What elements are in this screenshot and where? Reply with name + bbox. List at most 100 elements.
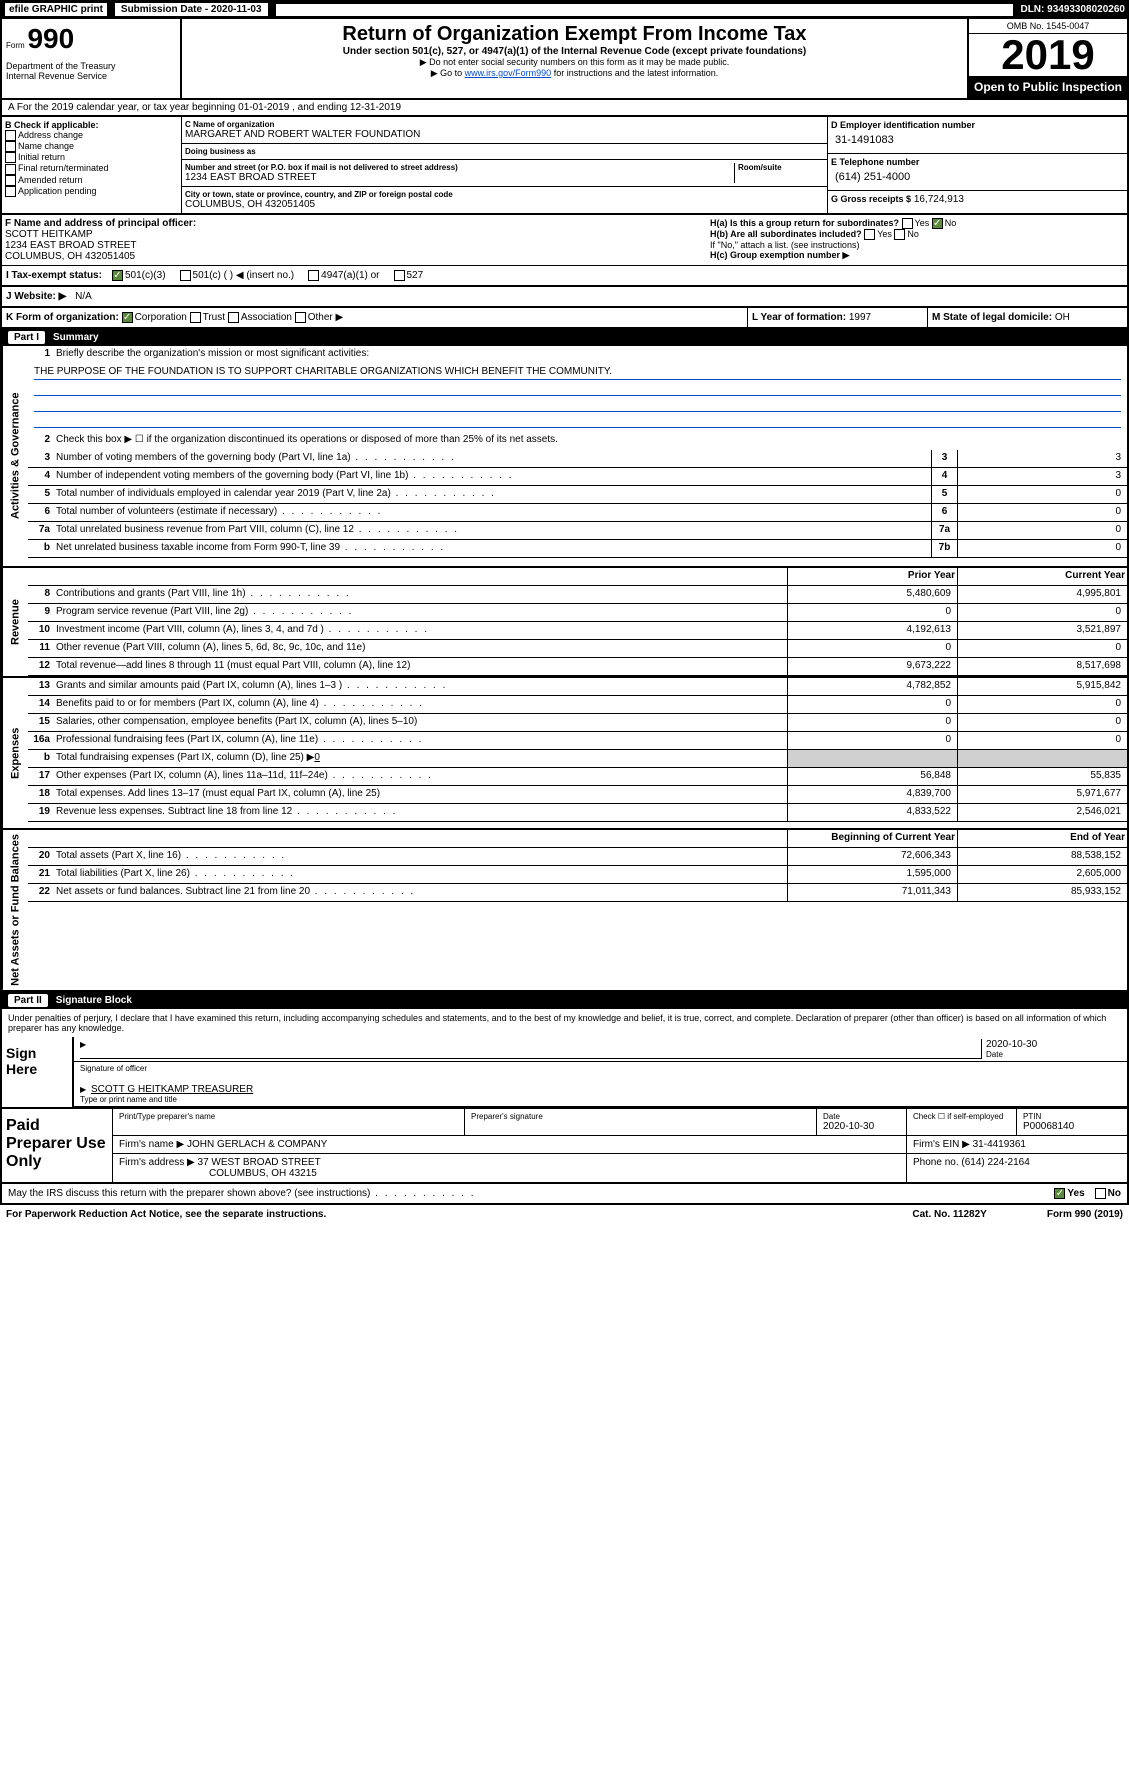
line-7a-box: 7a — [931, 522, 957, 539]
form-number: 990 — [27, 23, 74, 54]
prep-sig-label: Preparer's signature — [471, 1112, 810, 1121]
opt-other: Other ▶ — [308, 312, 343, 323]
blank-bar — [275, 3, 1015, 17]
section-j-website: J Website: ▶ N/A — [0, 287, 1129, 308]
line-16a-num: 16a — [28, 732, 52, 749]
opt-501c3: 501(c)(3) — [125, 270, 166, 281]
line-2-label: Check this box ▶ ☐ if the organization d… — [52, 432, 1127, 450]
footer-row: For Paperwork Reduction Act Notice, see … — [0, 1205, 1129, 1224]
website-value: N/A — [75, 291, 92, 302]
preparer-block: Paid Preparer Use Only Print/Type prepar… — [0, 1109, 1129, 1184]
line-8-label: Contributions and grants (Part VIII, lin… — [52, 586, 787, 603]
cb-501c[interactable] — [180, 270, 191, 281]
footer-left: For Paperwork Reduction Act Notice, see … — [6, 1209, 326, 1220]
hb-no-checkbox[interactable] — [894, 229, 905, 240]
line-22-num: 22 — [28, 884, 52, 901]
efile-graphic-print-button[interactable]: efile GRAPHIC print — [4, 2, 108, 17]
officer-name-title: SCOTT G HEITKAMP TREASURER — [91, 1084, 253, 1095]
governance-section: Activities & Governance 1 Briefly descri… — [0, 346, 1129, 568]
discuss-yes-checkbox[interactable] — [1054, 1188, 1065, 1199]
line-19-prior: 4,833,522 — [787, 804, 957, 821]
cb-final-return[interactable]: Final return/terminated — [5, 163, 178, 174]
footer-cat: Cat. No. 11282Y — [912, 1209, 986, 1220]
ha-no-checkbox[interactable] — [932, 218, 943, 229]
cb-corporation[interactable] — [122, 312, 133, 323]
cb-initial-return[interactable]: Initial return — [5, 152, 178, 163]
ein-label: D Employer identification number — [831, 120, 1124, 130]
line-17-curr: 55,835 — [957, 768, 1127, 785]
section-f: F Name and address of principal officer:… — [2, 215, 707, 265]
line-19-curr: 2,546,021 — [957, 804, 1127, 821]
mission-blank-3 — [34, 414, 1121, 428]
line-8-curr: 4,995,801 — [957, 586, 1127, 603]
prep-date-value: 2020-10-30 — [823, 1121, 900, 1132]
line-20-curr: 88,538,152 — [957, 848, 1127, 865]
line-21-num: 21 — [28, 866, 52, 883]
line-7b-box: 7b — [931, 540, 957, 557]
cb-address-change[interactable]: Address change — [5, 130, 178, 141]
cb-527[interactable] — [394, 270, 405, 281]
sig-arrow-icon — [80, 1039, 981, 1050]
tax-exempt-label: I Tax-exempt status: — [6, 270, 102, 281]
line-5-label: Total number of individuals employed in … — [52, 486, 931, 503]
prep-ptin-value: P00068140 — [1023, 1121, 1121, 1132]
form-prefix: Form — [6, 41, 25, 50]
discuss-no-label: No — [1108, 1188, 1121, 1199]
discuss-no-checkbox[interactable] — [1095, 1188, 1106, 1199]
line-9-curr: 0 — [957, 604, 1127, 621]
line-16a-prior: 0 — [787, 732, 957, 749]
cb-trust[interactable] — [190, 312, 201, 323]
cb-other[interactable] — [295, 312, 306, 323]
cb-name-change[interactable]: Name change — [5, 141, 178, 152]
perjury-statement: Under penalties of perjury, I declare th… — [2, 1009, 1127, 1037]
opt-corp: Corporation — [135, 312, 187, 323]
note2-pre: ▶ Go to — [431, 68, 465, 78]
cb-amended-return[interactable]: Amended return — [5, 175, 178, 186]
revenue-section: Revenue Prior Year Current Year 8 Contri… — [0, 568, 1129, 678]
gross-receipts-label: G Gross receipts $ — [831, 194, 911, 204]
opt-4947: 4947(a)(1) or — [321, 270, 379, 281]
footer-form: Form 990 (2019) — [1047, 1209, 1123, 1220]
city-label: City or town, state or province, country… — [185, 190, 824, 199]
line-10-num: 10 — [28, 622, 52, 639]
line-16b-num: b — [28, 750, 52, 767]
cb-4947[interactable] — [308, 270, 319, 281]
cb-association[interactable] — [228, 312, 239, 323]
line-3-label: Number of voting members of the governin… — [52, 450, 931, 467]
line-11-label: Other revenue (Part VIII, column (A), li… — [52, 640, 787, 657]
sig-date-value: 2020-10-30 — [986, 1039, 1121, 1050]
line-21-prior: 1,595,000 — [787, 866, 957, 883]
line-2-num: 2 — [28, 432, 52, 450]
section-l: L Year of formation: 1997 — [747, 308, 927, 327]
mission-blank-1 — [34, 382, 1121, 396]
state-domicile-label: M State of legal domicile: — [932, 312, 1052, 323]
ha-label: H(a) Is this a group return for subordin… — [710, 218, 899, 228]
line-11-curr: 0 — [957, 640, 1127, 657]
prep-print-label: Print/Type preparer's name — [119, 1112, 458, 1121]
hb-note: If "No," attach a list. (see instruction… — [710, 240, 1124, 250]
line-6-box: 6 — [931, 504, 957, 521]
cb-501c3[interactable] — [112, 270, 123, 281]
line-21-label: Total liabilities (Part X, line 26) — [52, 866, 787, 883]
line-18-curr: 5,971,677 — [957, 786, 1127, 803]
firm-addr-label: Firm's address ▶ — [119, 1157, 195, 1168]
org-name-label: C Name of organization — [185, 120, 824, 129]
opt-527: 527 — [407, 270, 424, 281]
line-13-prior: 4,782,852 — [787, 678, 957, 695]
submission-date-button[interactable]: Submission Date - 2020-11-03 — [114, 2, 269, 17]
ha-yes-checkbox[interactable] — [902, 218, 913, 229]
hb-yes-checkbox[interactable] — [864, 229, 875, 240]
discuss-text: May the IRS discuss this return with the… — [8, 1188, 1054, 1199]
title-block: Return of Organization Exempt From Incom… — [182, 19, 967, 98]
year-formation-label: L Year of formation: — [752, 312, 846, 323]
line-5-num: 5 — [28, 486, 52, 503]
line-9-num: 9 — [28, 604, 52, 621]
section-deg: D Employer identification number 31-1491… — [827, 117, 1127, 213]
line-3-val: 3 — [957, 450, 1127, 467]
line-6-num: 6 — [28, 504, 52, 521]
firm-name-label: Firm's name ▶ — [119, 1139, 184, 1150]
cb-application-pending[interactable]: Application pending — [5, 186, 178, 197]
irs-form990-link[interactable]: www.irs.gov/Form990 — [465, 68, 552, 78]
line-17-label: Other expenses (Part IX, column (A), lin… — [52, 768, 787, 785]
side-tab-expenses: Expenses — [2, 678, 28, 828]
